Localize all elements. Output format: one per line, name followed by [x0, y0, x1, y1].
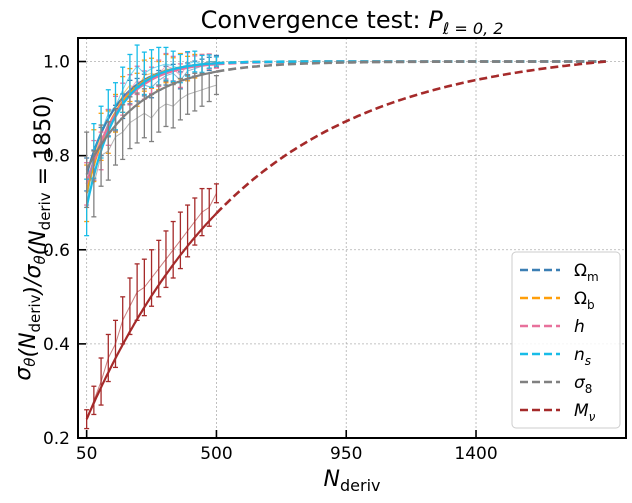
legend-box — [511, 251, 621, 429]
fit-line-dashed — [215, 60, 606, 215]
series-3 — [84, 44, 606, 237]
ylabel-part: σ — [11, 366, 36, 381]
y-tick-label: 0.6 — [43, 241, 70, 261]
legend-label: σ8 — [574, 373, 592, 396]
error-bar — [213, 56, 219, 67]
error-bar — [84, 131, 90, 209]
title-subscript: ℓ = 0, 2 — [442, 19, 504, 38]
series-layer — [84, 44, 606, 430]
plot-frame — [77, 37, 627, 439]
ylabel-part: (N — [16, 332, 41, 357]
legend-label: ns — [574, 345, 591, 368]
sample-line — [86, 213, 217, 420]
series-5 — [84, 60, 606, 430]
fit-line-dashed — [216, 60, 606, 73]
legend-symbol: h — [574, 317, 585, 337]
x-tick-label: 500 — [200, 444, 232, 464]
legend-label: Ωb — [574, 289, 595, 312]
fit-line-solid — [85, 212, 218, 420]
legend-subscript: b — [587, 298, 595, 312]
ylabel-subscript: deriv — [26, 294, 44, 332]
legend-label: Mν — [574, 401, 596, 424]
series-4 — [84, 60, 606, 218]
ylabel-part: )/σ — [21, 264, 46, 297]
xlabel-symbol: N — [324, 467, 340, 492]
error-bar — [213, 183, 219, 204]
x-tick-label: 50 — [76, 444, 98, 464]
legend-item: Ωb — [520, 289, 595, 312]
ylabel-subscript: deriv — [36, 192, 54, 230]
ylabel-part: = 1850) — [31, 95, 56, 192]
legend-subscript: ν — [589, 410, 596, 424]
legend-item: Mν — [520, 401, 596, 424]
legend-subscript: m — [587, 270, 599, 284]
legend-item: h — [520, 317, 585, 337]
xlabel-subscript: deriv — [340, 476, 381, 495]
data-line — [86, 84, 217, 186]
data-line — [86, 60, 217, 208]
legend-label: h — [574, 317, 585, 337]
legend-symbol: n — [574, 345, 585, 365]
legend-item: ns — [520, 345, 591, 368]
series-1 — [84, 52, 606, 223]
legend-symbol: Ω — [574, 261, 587, 281]
ylabel-subscript: θ — [21, 358, 39, 367]
title-main: Convergence test: — [201, 6, 429, 34]
series-2 — [84, 51, 606, 206]
legend-subscript: 8 — [585, 382, 593, 396]
x-tick-label: 950 — [330, 444, 362, 464]
legend-item: σ8 — [520, 373, 592, 396]
title-symbol: P — [428, 6, 443, 34]
legend-symbol: Ω — [574, 289, 587, 309]
ticks: 50 500 950 1400 0.2 0.4 0.6 0.8 1.0 — [43, 53, 498, 464]
chart-title: Convergence test: Pℓ = 0, 2 — [201, 6, 504, 38]
legend-symbol: σ — [574, 373, 586, 393]
x-axis-title: Nderiv — [324, 467, 381, 495]
legend-item: Ωm — [520, 261, 599, 284]
data-line — [86, 193, 217, 420]
y-axis-title: σθ(Nderiv)/σθ(Nderiv = 1850) — [11, 95, 56, 380]
legend-label: Ωm — [574, 261, 599, 284]
y-tick-label: 0.2 — [43, 429, 70, 449]
ylabel-part: (N — [26, 230, 51, 255]
y-tick-label: 0.8 — [43, 147, 70, 167]
legend-subscript: s — [585, 354, 591, 368]
x-tick-label: 1400 — [454, 444, 497, 464]
legend-symbol: M — [574, 401, 589, 421]
y-tick-label: 0.4 — [43, 335, 70, 355]
error-bar — [213, 74, 219, 96]
ylabel-subscript: θ — [31, 255, 49, 264]
y-tick-label: 1.0 — [43, 53, 70, 73]
